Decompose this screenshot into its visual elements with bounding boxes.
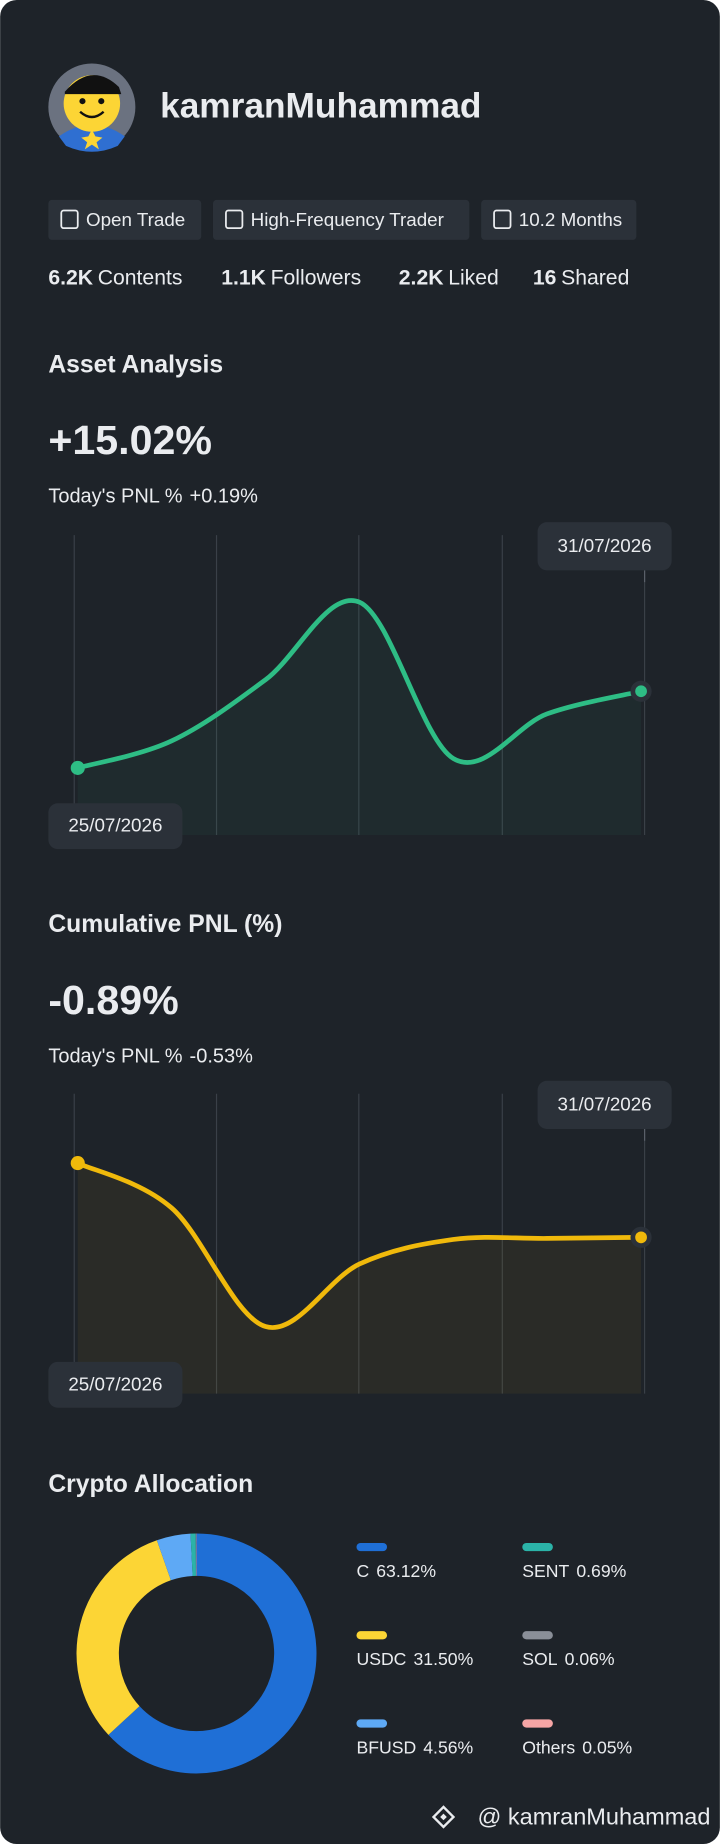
section-title: Asset Analysis xyxy=(48,351,223,378)
line xyxy=(75,1160,644,1330)
donut-segment xyxy=(108,1533,317,1774)
date-label: 25/07/2026 xyxy=(68,815,162,836)
badge-icon xyxy=(493,209,512,230)
today-pnl-label: Today's PNL % xyxy=(48,486,182,508)
section-title: Crypto Allocation xyxy=(48,1471,253,1498)
badge xyxy=(481,199,637,240)
date-tag xyxy=(537,1080,672,1129)
stat-label: Shared xyxy=(561,266,629,289)
badge-label: 10.2 Months xyxy=(519,209,622,230)
legend-swatch xyxy=(522,1542,553,1552)
headline-pnl: -0.89% xyxy=(48,977,178,1023)
legend-value: 4.56% xyxy=(423,1737,473,1757)
legend-swatch xyxy=(522,1719,553,1728)
badge-icon xyxy=(225,209,244,230)
date-label: 25/07/2026 xyxy=(68,1373,162,1394)
badge xyxy=(212,199,470,240)
stat-value: 2.2K xyxy=(399,266,444,289)
donut-segment xyxy=(156,1533,194,1581)
date-tag xyxy=(537,522,672,571)
date-label: 31/07/2026 xyxy=(558,535,652,556)
end-point-dot xyxy=(635,685,647,698)
legend-name: C xyxy=(356,1561,369,1581)
legend-swatch xyxy=(522,1631,553,1640)
avatar xyxy=(48,63,136,152)
today-pnl-label: Today's PNL % xyxy=(48,1046,182,1068)
legend-value: 0.05% xyxy=(582,1737,632,1757)
legend-name: Others xyxy=(522,1737,575,1757)
date-label: 31/07/2026 xyxy=(558,1093,652,1114)
legend-name: SENT xyxy=(522,1561,569,1581)
start-point xyxy=(70,760,85,775)
legend-name: USDC xyxy=(356,1649,406,1669)
line xyxy=(75,598,644,771)
legend-value: 31.50% xyxy=(413,1649,473,1669)
legend-swatch xyxy=(356,1542,388,1552)
badge-icon xyxy=(60,209,79,230)
legend-swatch xyxy=(356,1631,388,1640)
date-tag xyxy=(48,1361,183,1408)
legend-swatch xyxy=(356,1719,388,1728)
donut-segment xyxy=(76,1540,172,1735)
stat-value: 16 xyxy=(533,266,557,289)
date-tag xyxy=(48,803,183,850)
footer-handle: @ kamranMuhammad xyxy=(477,1803,710,1829)
legend-value: 0.06% xyxy=(565,1649,615,1669)
section-title: Cumulative PNL (%) xyxy=(48,911,282,938)
legend-value: 63.12% xyxy=(376,1561,436,1581)
username: kamranMuhammad xyxy=(160,87,481,126)
stat-label: Liked xyxy=(448,266,499,289)
stat-value: 6.2K xyxy=(48,266,93,289)
legend-name: BFUSD xyxy=(356,1737,416,1757)
headline-pnl: +15.02% xyxy=(48,417,212,463)
start-point xyxy=(70,1156,85,1171)
badge-label: Open Trade xyxy=(86,209,185,230)
legend-name: SOL xyxy=(522,1649,557,1669)
stat-value: 1.1K xyxy=(221,266,266,289)
stat-label: Contents xyxy=(98,266,183,289)
stat-label: Followers xyxy=(271,266,362,289)
today-pnl-value: -0.53% xyxy=(190,1046,254,1068)
line-area xyxy=(77,1163,642,1394)
legend-value: 0.69% xyxy=(576,1561,626,1581)
badge-label: High-Frequency Trader xyxy=(251,209,444,230)
badge xyxy=(48,199,202,240)
today-pnl-value: +0.19% xyxy=(190,486,259,508)
end-point-dot xyxy=(635,1231,647,1244)
line-area xyxy=(77,600,642,835)
